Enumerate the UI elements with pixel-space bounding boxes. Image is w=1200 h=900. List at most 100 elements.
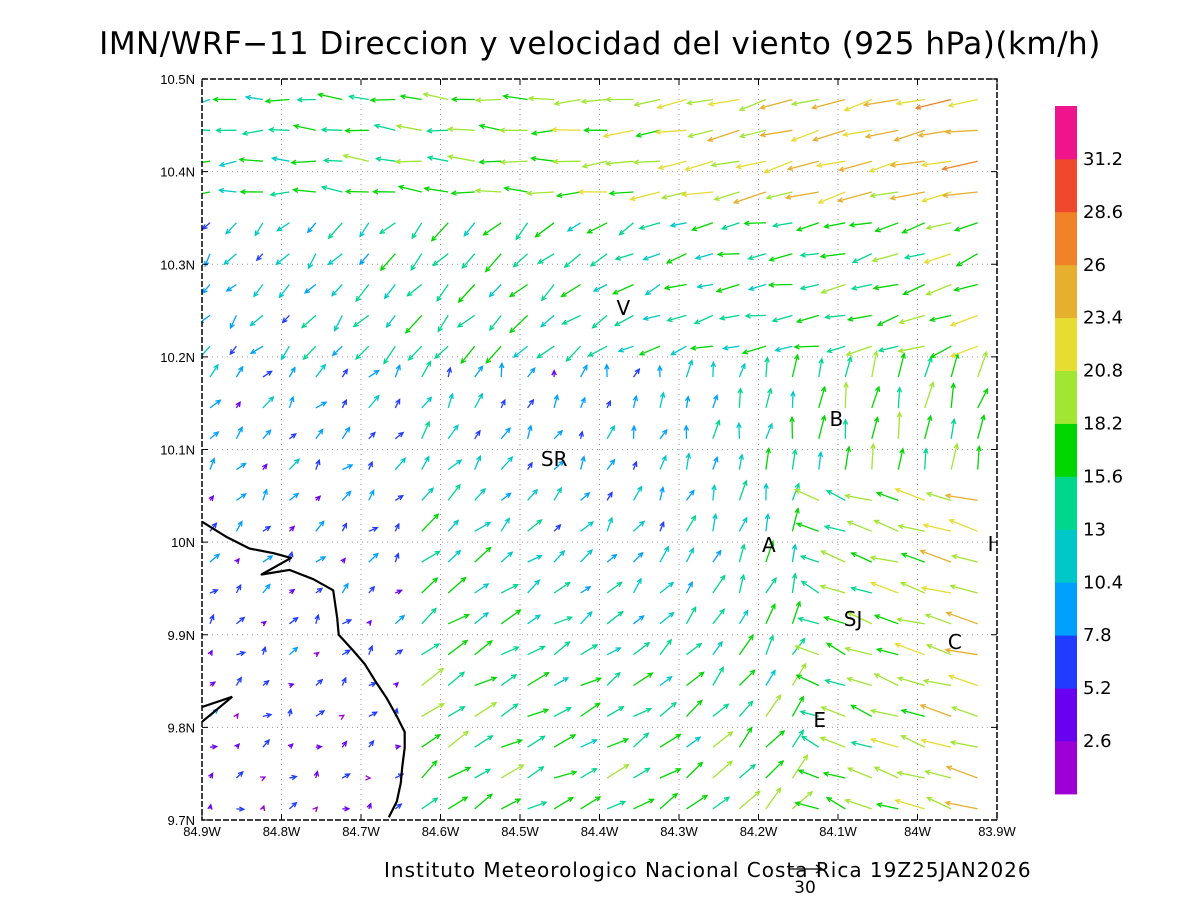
wind-vector [841, 129, 872, 138]
wind-vector [209, 363, 219, 378]
wind-vector [606, 581, 623, 594]
wind-vector [580, 610, 593, 625]
wind-vector [296, 97, 316, 103]
wind-vector [406, 283, 423, 297]
wind-vector [875, 802, 899, 810]
wind-vector [950, 706, 978, 718]
wind-vector [685, 98, 713, 106]
wind-vector [660, 191, 687, 200]
wind-vector [529, 155, 555, 162]
wind-vector [765, 786, 782, 810]
wind-vector [368, 489, 375, 501]
lon-tick-label: 84.9W [183, 824, 221, 839]
wind-vector [430, 222, 449, 242]
wind-vector [889, 191, 925, 201]
wind-vector [820, 706, 846, 718]
wind-vector [606, 516, 614, 532]
wind-vector [580, 585, 592, 594]
wind-vector [315, 458, 321, 470]
wind-vector [530, 129, 555, 136]
wind-vector [738, 700, 754, 717]
wind-vector [659, 768, 682, 779]
lat-tick-label: 10.3N [160, 257, 195, 272]
wind-vector [686, 736, 702, 748]
wind-vector [289, 432, 298, 440]
wind-vector [924, 414, 933, 439]
wind-vector [262, 712, 273, 719]
wind-vector [500, 798, 522, 810]
wind-vector [659, 638, 673, 656]
wind-vector [846, 676, 872, 687]
wind-vector [447, 639, 469, 656]
wind-vector [395, 589, 403, 595]
wind-vector [394, 431, 405, 440]
wind-vector [540, 314, 555, 328]
wind-vector [421, 667, 445, 687]
wind-vector [684, 395, 691, 408]
wind-vector [262, 738, 271, 748]
wind-vector [945, 765, 978, 779]
wind-vector [460, 345, 476, 365]
wind-vector [811, 129, 846, 142]
wind-vector [850, 552, 873, 563]
wind-vector [447, 392, 454, 409]
wind-vector [819, 550, 846, 563]
wind-vector [236, 462, 247, 471]
wind-vector [253, 284, 264, 298]
wind-vector [315, 678, 324, 686]
wind-vector [897, 523, 925, 532]
colorbar-label: 18.2 [1083, 414, 1123, 435]
wind-vector [629, 191, 661, 202]
wind-vector [421, 797, 439, 810]
wind-vector [527, 461, 533, 470]
colorbar-label: 26 [1083, 255, 1106, 276]
wind-vector [738, 362, 746, 378]
wind-vector [235, 583, 242, 594]
wind-vector [287, 707, 293, 717]
wind-vector [685, 514, 697, 532]
wind-vector [793, 344, 819, 350]
wind-vector [234, 557, 240, 564]
wind-vector [578, 430, 584, 439]
wind-vector [791, 98, 819, 107]
wind-vector [706, 129, 740, 142]
wind-vector [359, 253, 370, 266]
lon-tick-label: 83.9W [978, 824, 1016, 839]
city-label: SR [541, 447, 568, 471]
wind-vector [316, 92, 343, 101]
colorbar-swatch [1055, 582, 1077, 636]
wind-vector [291, 187, 316, 193]
wind-vector [580, 548, 594, 563]
wind-vector [394, 649, 404, 656]
wind-vector [474, 676, 498, 687]
wind-vector [846, 520, 873, 532]
wind-vector [580, 396, 586, 409]
wind-vector [825, 489, 846, 501]
wind-vector [394, 552, 400, 563]
colorbar-swatch [1055, 106, 1077, 160]
wind-vector [836, 191, 872, 203]
wind-vector [889, 160, 925, 168]
wind-vector [696, 283, 714, 290]
wind-vector [527, 645, 546, 656]
wind-vector [536, 345, 555, 359]
wind-vector [795, 674, 820, 687]
wind-vector [474, 487, 487, 501]
wind-vector [341, 522, 348, 532]
wind-vector [686, 794, 709, 810]
wind-vector [526, 424, 533, 439]
wind-vector [685, 581, 693, 594]
wind-vector [269, 191, 290, 197]
wind-vector [791, 790, 814, 810]
wind-vector [602, 129, 634, 139]
wind-vector [236, 650, 247, 657]
wind-vector [474, 701, 498, 717]
wind-vector [689, 345, 713, 351]
wind-vector [209, 613, 215, 625]
wind-vector [202, 191, 211, 195]
wind-vector [474, 454, 482, 470]
wind-vector [436, 284, 449, 303]
wind-vector [315, 744, 323, 750]
wind-vector [869, 737, 899, 748]
wind-vector [789, 415, 795, 439]
